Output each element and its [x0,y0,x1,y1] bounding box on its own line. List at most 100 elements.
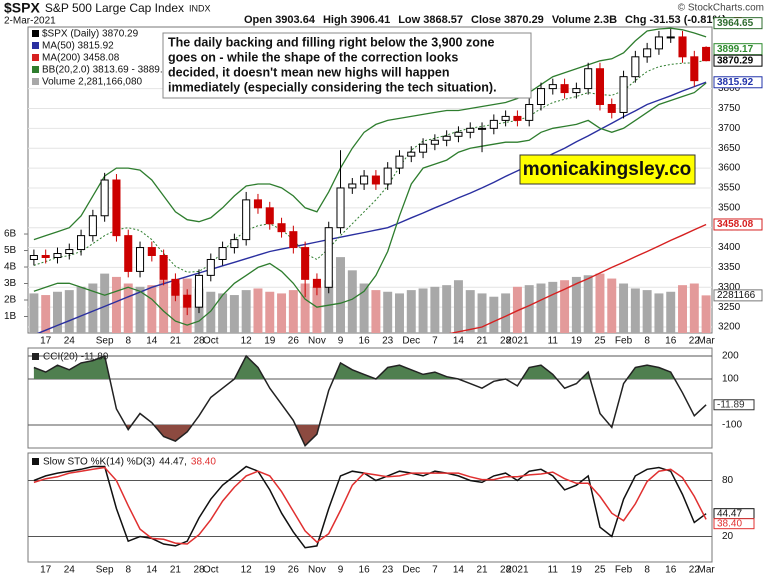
x-tick-label: 2021 [506,336,529,347]
volume-bar [383,291,393,333]
candle-body [265,207,274,225]
volume-bar [277,293,287,333]
volume-bar [64,290,74,333]
volume-bar [347,270,357,333]
y-tick-label: 3300 [718,282,741,293]
x-tick-label: 9 [338,565,344,576]
y-tick-label: 3800 [718,83,741,94]
annotation-line: immediately (especially considering the … [168,80,497,94]
volume-bar [229,295,239,333]
candle-body [336,187,345,229]
cci-fill [33,425,707,446]
volume-bar [701,295,711,333]
x-tick-label: 7 [432,336,438,347]
y-tick-label: 3750 [718,103,741,114]
volume-bar [170,283,180,333]
indicator-legend: CCI(20) -11.89 [32,352,109,363]
watermark-box [519,154,696,185]
candle-body [171,278,180,296]
x-tick-label: 11 [548,336,559,347]
volume-bar [111,276,121,333]
volume-bar [689,283,699,333]
x-tick-label: 12 [241,565,253,576]
quote: High 3906.41 [323,14,390,26]
volume-bar [359,283,369,333]
candle-body [41,255,50,258]
legend-label: 38.40 [191,457,216,468]
volume-bar [241,290,251,333]
x-tick-label: 22 [689,565,701,576]
volume-bar [477,293,487,333]
x-tick-label: Mar [697,565,715,576]
volume-bar [41,295,51,333]
x-tick-label: Sep [96,336,114,347]
x-tick-label: 23 [382,336,394,347]
value-tag-label: 38.40 [717,518,742,529]
volume-bar [206,291,216,333]
x-tick-label: 11 [548,565,559,576]
x-tick-label: 28 [500,336,512,347]
candle-body [442,135,451,141]
candle-body [619,76,628,113]
x-tick-label: Dec [402,565,420,576]
quote: Low 3868.57 [398,14,463,26]
volume-bar [88,283,98,333]
index-name: S&P 500 Large Cap Index [45,1,184,15]
fill-group [33,356,675,380]
volume-bar [654,293,664,333]
credit: © StockCharts.com [678,3,764,14]
volume-bar [147,285,157,333]
y-tick-label: 3600 [718,163,741,174]
x-tick-label: Feb [615,336,633,347]
indicator-line [33,466,707,545]
candle-body [124,235,133,272]
legend-swatch [32,458,39,465]
x-tick-label: Oct [203,565,219,576]
volume-tick-label: 5B [4,245,17,256]
watermark: monicakingsley.co [519,154,696,185]
price-tag-label: 3964.65 [717,18,754,29]
volume-bar [453,280,463,333]
x-tick-label: 16 [665,336,677,347]
y-tick-label: 3650 [718,143,741,154]
x-tick-label: 25 [594,565,606,576]
volume-bar [76,286,86,333]
volume-bar [100,273,110,333]
candle-body [360,175,369,185]
legend-swatch [32,54,39,61]
volume-tick-label: 1B [4,311,17,322]
volume-bar [371,290,381,333]
volume-tick-label: 3B [4,278,17,289]
y-tick-label: 100 [722,374,739,385]
sto-panel [27,452,713,563]
volume-bar [53,291,62,333]
legend-label: Volume 2,281,166,080 [42,77,143,88]
volume-bar [501,293,511,333]
volume-bar [465,290,475,333]
legend-label: 44.47, [159,457,187,468]
x-tick-label: 21 [170,565,182,576]
annotation-line: decided, it doesn't mean new highs will … [168,65,449,79]
volume-bar [123,283,133,333]
volume-tick-label: 4B [4,262,17,273]
volume-bar [607,278,617,333]
y-tick-label: 3200 [718,322,741,333]
value-tag-label: -11.89 [717,399,745,410]
x-tick-label: 8 [125,336,131,347]
symbol: $SPX [4,0,40,16]
candle-body [348,183,357,189]
x-tick-label: 24 [64,565,76,576]
candle-body [242,199,251,241]
volume-bar [595,273,605,333]
indicator-legend: Slow STO %K(14) %D(3) 44.47, 38.40 [32,457,216,468]
volume-tick-label: 6B [4,229,17,240]
candle-body [147,247,156,257]
y-tick-label: 3550 [718,183,741,194]
x-tick-label: 8 [644,336,650,347]
candle-body [383,167,392,185]
x-tick-label: 8 [125,565,131,576]
legend-label: BB(20,2.0) 3813.69 - 3889.17 [42,65,174,76]
volume-bar [548,281,558,333]
